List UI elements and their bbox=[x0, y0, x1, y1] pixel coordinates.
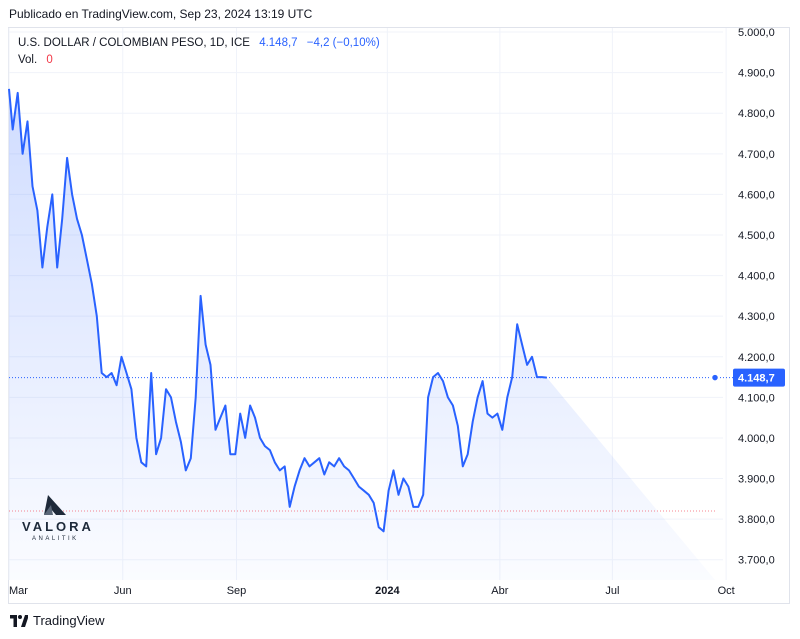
y-tick-label: 3.800,0 bbox=[738, 514, 775, 526]
y-tick-label: 4.800,0 bbox=[738, 108, 775, 120]
brand-name: TradingView bbox=[33, 613, 105, 628]
valora-watermark: VALORA ANALITIK bbox=[22, 495, 94, 542]
y-tick-label: 4.300,0 bbox=[738, 311, 775, 323]
y-tick-label: 4.700,0 bbox=[738, 149, 775, 161]
x-tick-label: Jun bbox=[114, 585, 132, 597]
last-price-dot bbox=[710, 373, 720, 382]
published-caption: Publicado en TradingView.com, Sep 23, 20… bbox=[9, 7, 313, 21]
x-tick-label: Jul bbox=[605, 585, 619, 597]
x-tick-label: 2024 bbox=[375, 585, 400, 597]
y-tick-label: 4.000,0 bbox=[738, 433, 775, 445]
chart-legend: U.S. DOLLAR / COLOMBIAN PESO, 1D, ICE 4.… bbox=[18, 35, 380, 69]
y-tick-label: 5.000,0 bbox=[738, 27, 775, 39]
y-tick-label: 4.600,0 bbox=[738, 189, 775, 201]
tradingview-logo-icon bbox=[10, 614, 28, 627]
y-tick-label: 4.400,0 bbox=[738, 271, 775, 283]
y-tick-label: 4.200,0 bbox=[738, 352, 775, 364]
x-tick-label: Sep bbox=[227, 585, 247, 597]
y-tick-label: 4.900,0 bbox=[738, 68, 775, 80]
volume-label: Vol. bbox=[18, 54, 38, 66]
price-area bbox=[9, 88, 715, 581]
y-axis: 5.000,0 4.900,0 4.800,0 4.700,0 4.600,0 4.500… bbox=[738, 27, 775, 567]
y-tick-label: 4.500,0 bbox=[738, 230, 775, 242]
y-tick-label: 4.100,0 bbox=[738, 392, 775, 404]
price-line bbox=[8, 88, 547, 533]
legend-value: 4.148,7 bbox=[259, 37, 298, 49]
x-tick-label: Mar bbox=[9, 585, 28, 597]
last-price-label: 4.148,7 bbox=[733, 368, 785, 387]
svg-text:4.148,7: 4.148,7 bbox=[738, 373, 775, 385]
watermark-name: VALORA bbox=[22, 519, 94, 534]
x-tick-label: Oct bbox=[718, 585, 735, 597]
x-tick-label: Abr bbox=[491, 585, 508, 597]
y-tick-label: 3.700,0 bbox=[738, 555, 775, 567]
legend-change: −4,2 (−0,10%) bbox=[306, 37, 380, 49]
y-tick-label: 3.900,0 bbox=[738, 474, 775, 486]
tradingview-brand[interactable]: TradingView bbox=[10, 613, 105, 628]
watermark-sub: ANALITIK bbox=[32, 536, 79, 542]
x-axis: Mar Jun Sep 2024 Abr Jul Oct bbox=[9, 585, 735, 597]
symbol-title: U.S. DOLLAR / COLOMBIAN PESO, 1D, ICE bbox=[18, 37, 250, 49]
volume-value: 0 bbox=[46, 54, 53, 66]
